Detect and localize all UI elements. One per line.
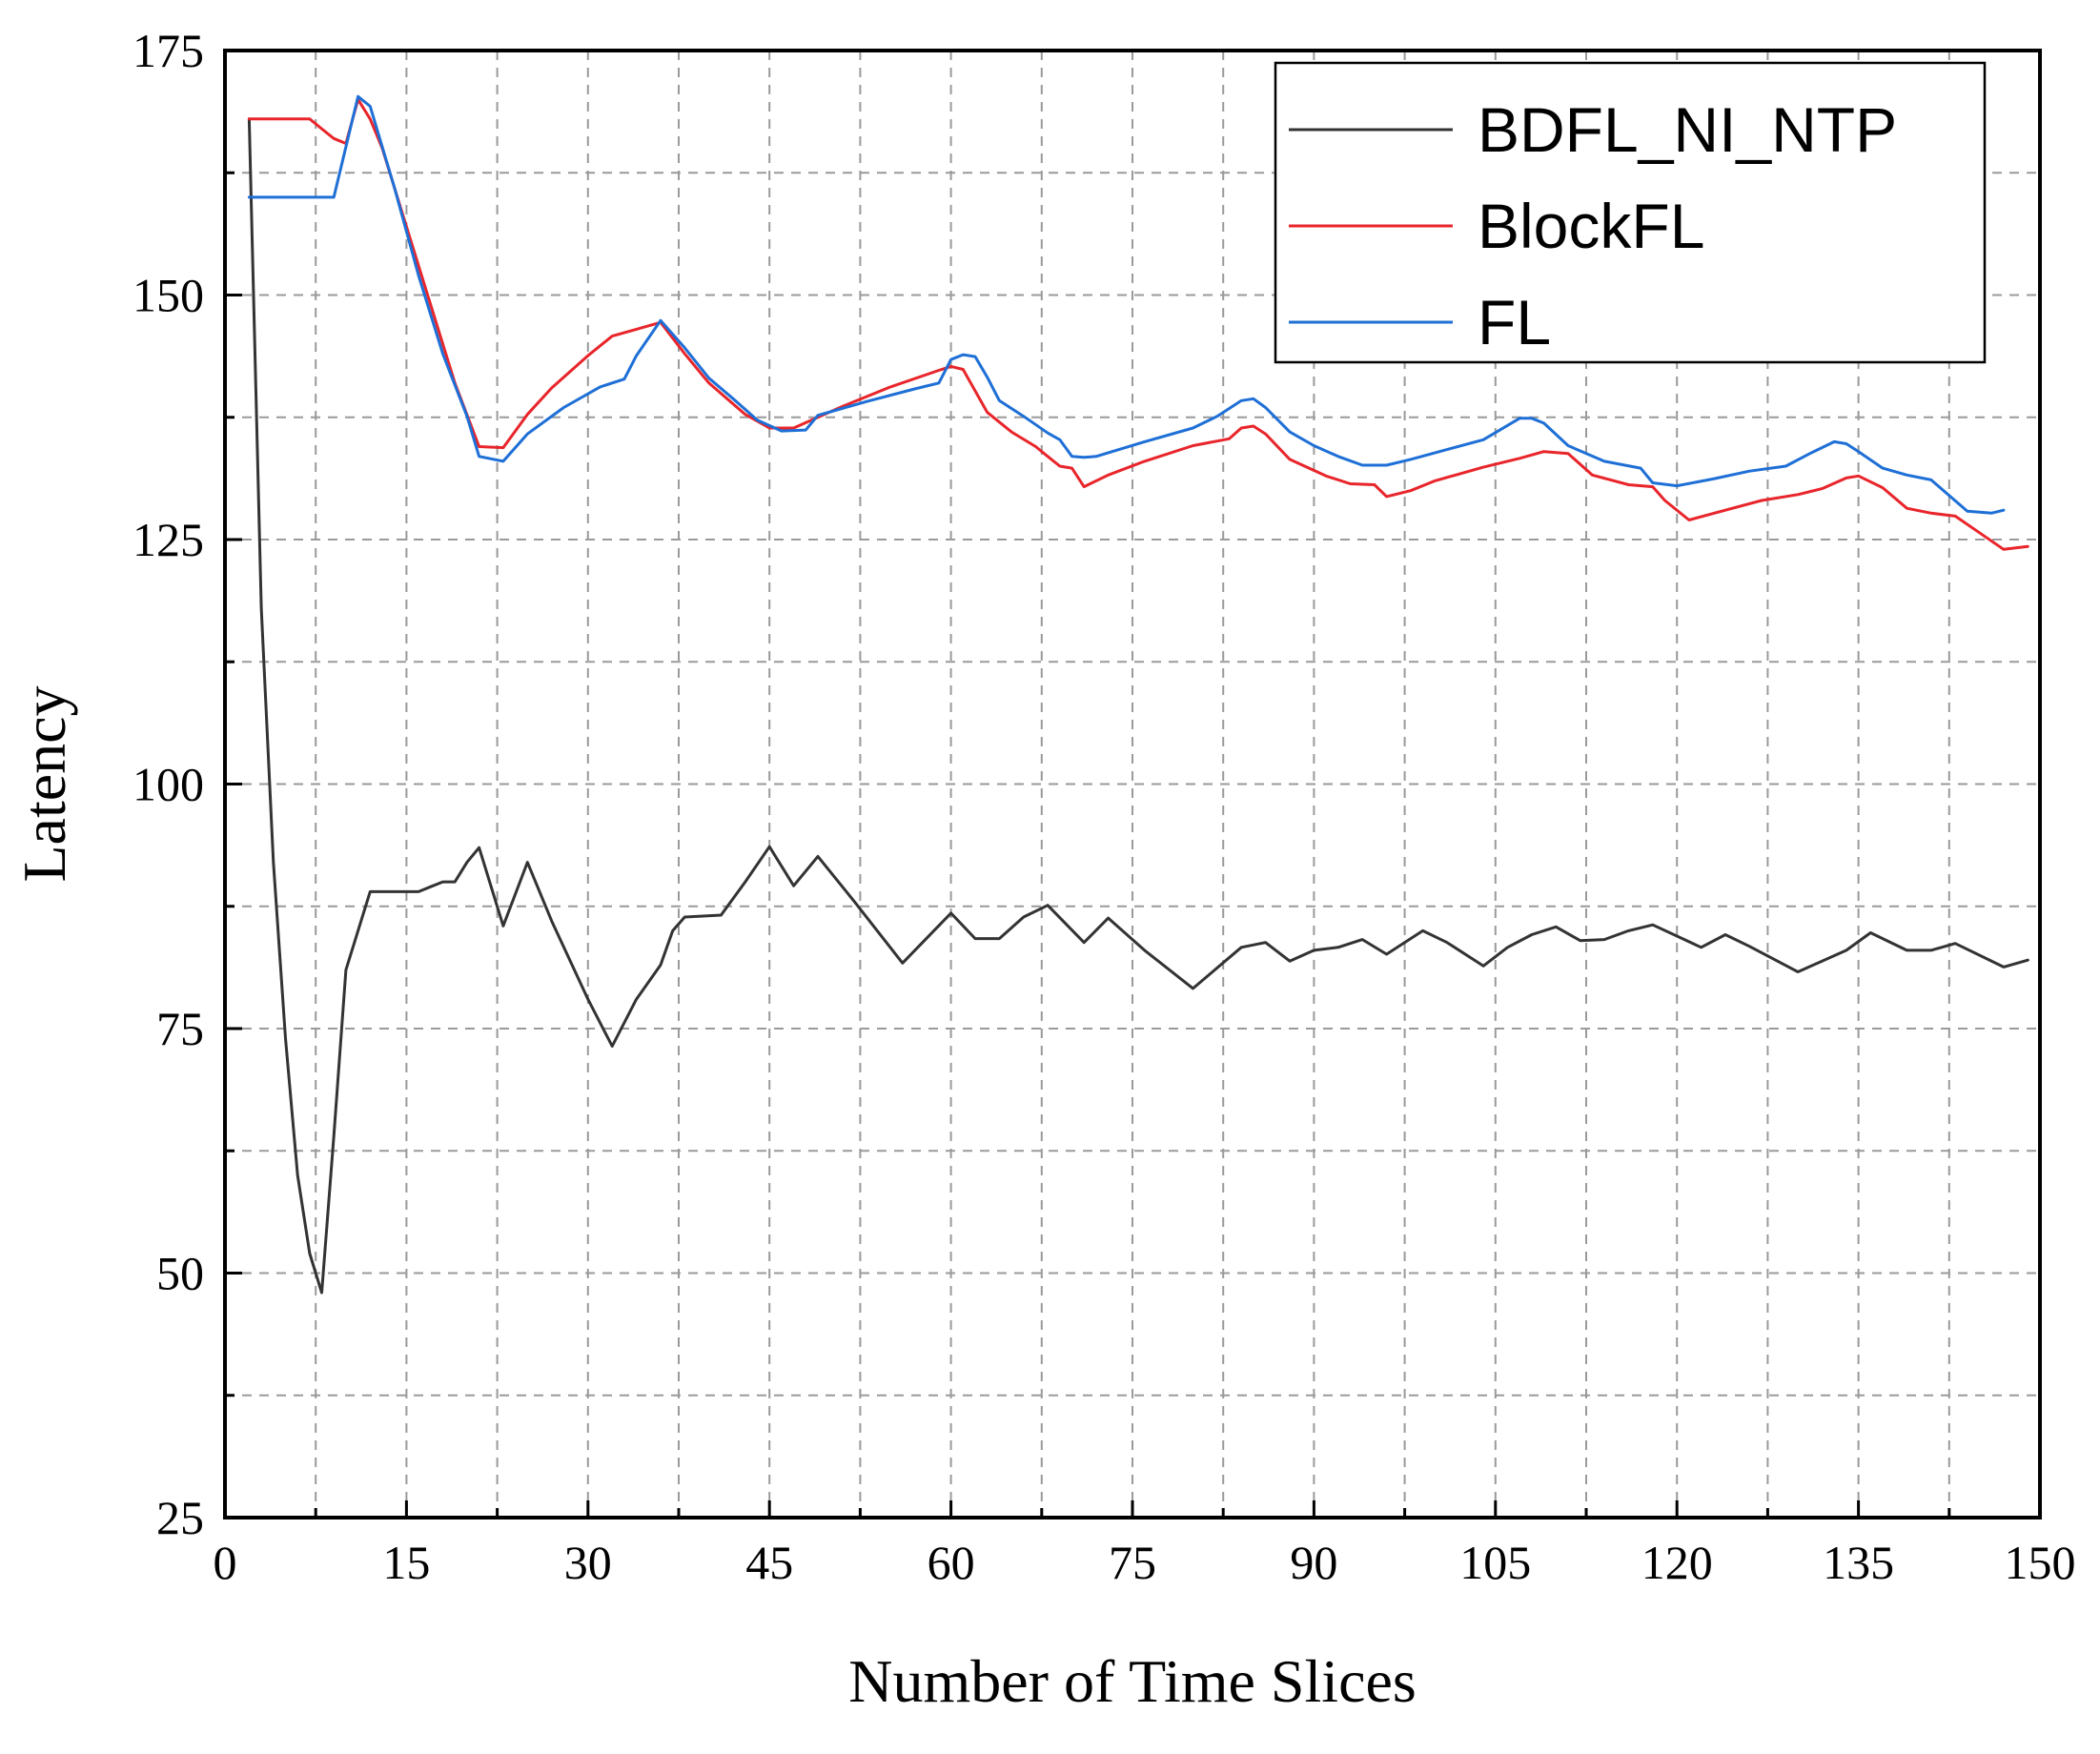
series-line-fl — [247, 94, 2006, 515]
x-tick-label: 30 — [564, 1536, 612, 1589]
series-line-bdfl-ni-ntp — [247, 117, 2029, 1295]
x-tick-label: 120 — [1641, 1536, 1713, 1589]
x-tick-labels: 0 15 30 45 60 75 90 105 120 135 150 — [214, 1536, 2076, 1589]
y-axis-label: Latency — [10, 685, 78, 882]
axis-ticks — [223, 49, 2042, 1519]
y-tick-label: 100 — [133, 758, 204, 811]
x-tick-label: 75 — [1109, 1536, 1156, 1589]
x-tick-label: 45 — [745, 1536, 793, 1589]
x-tick-label: 15 — [382, 1536, 430, 1589]
series-line-blockfl — [247, 97, 2029, 551]
x-tick-label: 0 — [214, 1536, 237, 1589]
x-tick-label: 105 — [1459, 1536, 1531, 1589]
y-tick-label: 150 — [133, 269, 204, 322]
legend-label-fl: FL — [1478, 287, 1551, 357]
x-tick-label: 60 — [928, 1536, 975, 1589]
x-tick-label: 90 — [1290, 1536, 1337, 1589]
series-lines — [247, 94, 2029, 1295]
y-tick-label: 50 — [156, 1247, 204, 1300]
legend: BDFL_NI_NTP BlockFL FL — [1274, 61, 1987, 364]
x-tick-label: 150 — [2005, 1536, 2076, 1589]
y-tick-label: 75 — [156, 1002, 204, 1055]
y-tick-label: 175 — [133, 24, 204, 77]
x-tick-label: 135 — [1823, 1536, 1894, 1589]
y-tick-label: 125 — [133, 513, 204, 566]
legend-label-bdfl-ni-ntp: BDFL_NI_NTP — [1478, 94, 1897, 165]
y-tick-labels: 25 50 75 100 125 150 175 — [133, 24, 204, 1544]
x-axis-label: Number of Time Slices — [848, 1647, 1417, 1715]
legend-label-blockfl: BlockFL — [1478, 191, 1704, 261]
y-tick-label: 25 — [156, 1491, 204, 1544]
legend-box — [1274, 61, 1987, 364]
